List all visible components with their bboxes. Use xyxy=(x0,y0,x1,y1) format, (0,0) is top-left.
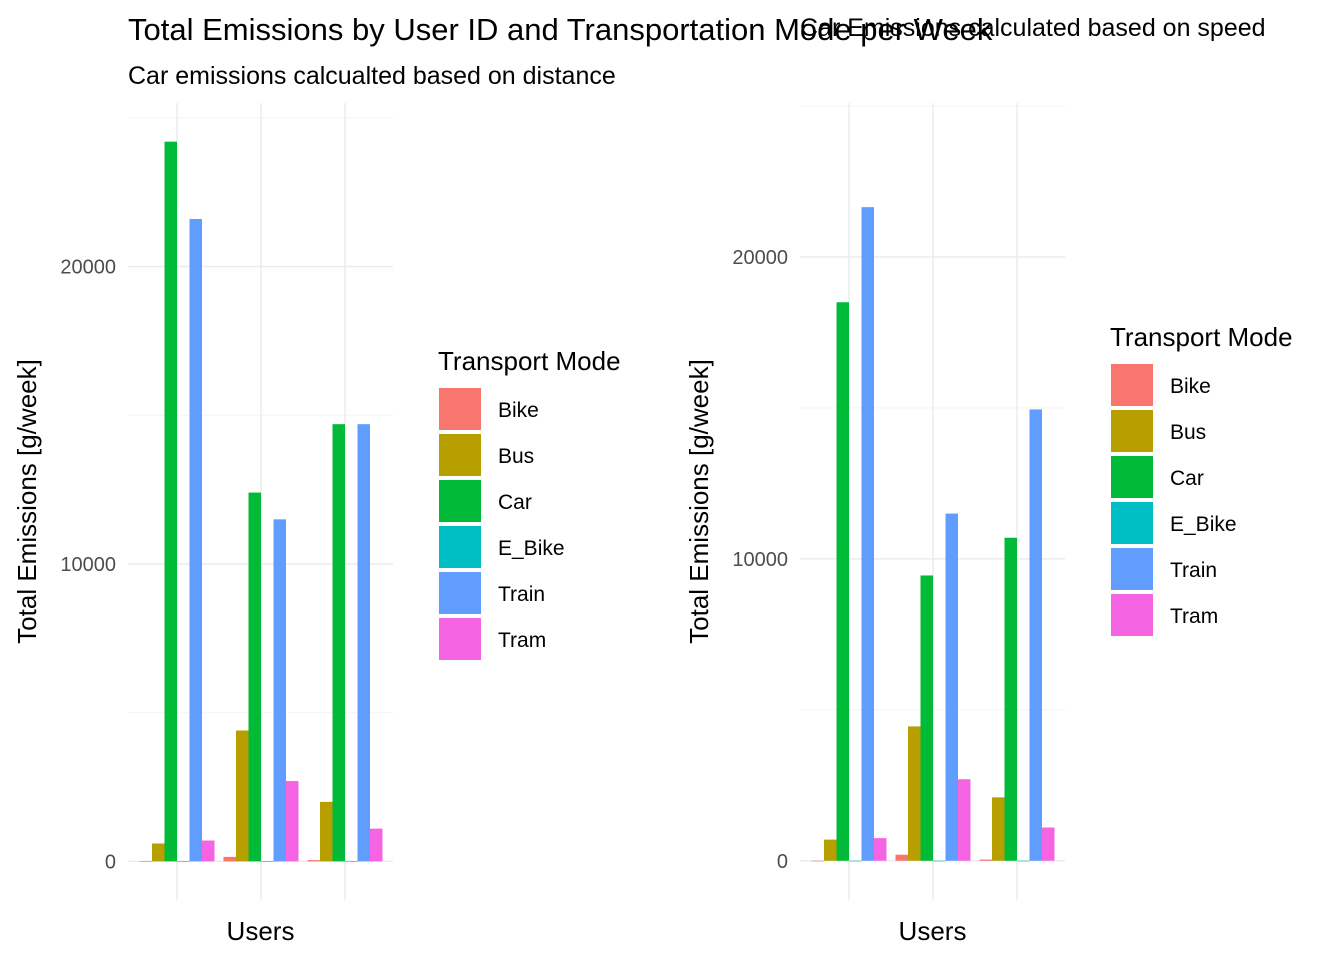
bar-car xyxy=(248,492,261,862)
bar-bike xyxy=(811,860,824,862)
bar-bus xyxy=(992,797,1005,861)
legend-label: Bike xyxy=(1170,375,1211,398)
legend-key-car xyxy=(439,480,481,522)
legend-label: Car xyxy=(498,491,532,514)
bar-e-bike xyxy=(933,860,946,862)
legend-key-bike xyxy=(1111,364,1153,406)
bar-bike xyxy=(979,859,992,861)
y-tick-label: 10000 xyxy=(60,554,116,576)
bar-train xyxy=(1029,409,1042,861)
bar-bus xyxy=(908,726,921,861)
legend-label: Train xyxy=(1170,559,1217,582)
legend-title: Transport Mode xyxy=(1110,322,1293,352)
legend-key-train xyxy=(1111,548,1153,590)
bar-tram xyxy=(370,828,383,862)
bar-bike xyxy=(139,861,152,862)
legend-key-tram xyxy=(1111,594,1153,636)
bar-e-bike xyxy=(345,861,358,862)
bar-train xyxy=(945,513,958,861)
bar-e-bike xyxy=(849,860,862,862)
legend-label: Bike xyxy=(498,399,539,422)
bar-tram xyxy=(1042,827,1055,861)
bar-train xyxy=(273,519,286,862)
y-tick-label: 20000 xyxy=(732,247,788,269)
legend-label: E_Bike xyxy=(498,537,565,560)
legend-label: E_Bike xyxy=(1170,513,1237,536)
bar-bus xyxy=(824,839,837,861)
x-axis-title: Users xyxy=(227,916,295,946)
bar-bike xyxy=(895,854,908,861)
y-axis-title: Total Emissions [g/week] xyxy=(684,359,714,644)
legend-label: Bus xyxy=(1170,421,1206,444)
bar-bike xyxy=(223,856,236,862)
legend-key-train xyxy=(439,572,481,614)
bar-bike xyxy=(307,860,320,862)
legend-key-bus xyxy=(439,434,481,476)
left-panel: 0 10000 20000 Users Total Emissions [g/week]… xyxy=(12,103,621,946)
legend-label: Car xyxy=(1170,467,1204,490)
bar-train xyxy=(357,424,370,862)
bar-car xyxy=(332,424,345,862)
legend-key-e-bike xyxy=(1111,502,1153,544)
y-tick-label: 20000 xyxy=(60,257,116,279)
legend-key-tram xyxy=(439,618,481,660)
y-tick-label: 0 xyxy=(777,851,788,873)
bar-tram xyxy=(202,840,215,862)
y-axis-title: Total Emissions [g/week] xyxy=(12,359,42,644)
bar-tram xyxy=(874,838,887,861)
legend-label: Bus xyxy=(498,445,534,468)
legend-label: Train xyxy=(498,583,545,606)
legend-key-bike xyxy=(439,388,481,430)
y-tick-label: 10000 xyxy=(732,549,788,571)
bar-e-bike xyxy=(1017,860,1030,862)
bar-train xyxy=(189,218,202,862)
bar-train xyxy=(861,207,874,861)
bar-e-bike xyxy=(177,861,190,862)
bar-e-bike xyxy=(261,861,274,862)
legend-key-bus xyxy=(1111,410,1153,452)
bar-car xyxy=(836,302,849,861)
legend-key-e-bike xyxy=(439,526,481,568)
bar-tram xyxy=(286,781,299,862)
right-panel-title: Car Emissions calculated based on speed xyxy=(800,14,1266,42)
legend-key-car xyxy=(1111,456,1153,498)
bar-bus xyxy=(320,801,333,862)
right-panel: 0 10000 20000 Users Total Emissions [g/week]… xyxy=(684,103,1293,946)
legend-label: Tram xyxy=(1170,605,1218,628)
chart-title: Total Emissions by User ID and Transport… xyxy=(128,12,993,47)
bar-car xyxy=(920,575,933,861)
y-tick-label: 0 xyxy=(105,851,116,873)
bar-bus xyxy=(236,730,249,862)
bar-car xyxy=(164,141,177,862)
chart-subtitle: Car emissions calcualted based on distan… xyxy=(128,62,616,90)
x-axis-title: Users xyxy=(899,916,967,946)
legend-title: Transport Mode xyxy=(438,346,621,376)
bar-tram xyxy=(958,779,971,861)
legend-label: Tram xyxy=(498,629,546,652)
bar-bus xyxy=(152,843,165,862)
bar-car xyxy=(1004,537,1017,861)
